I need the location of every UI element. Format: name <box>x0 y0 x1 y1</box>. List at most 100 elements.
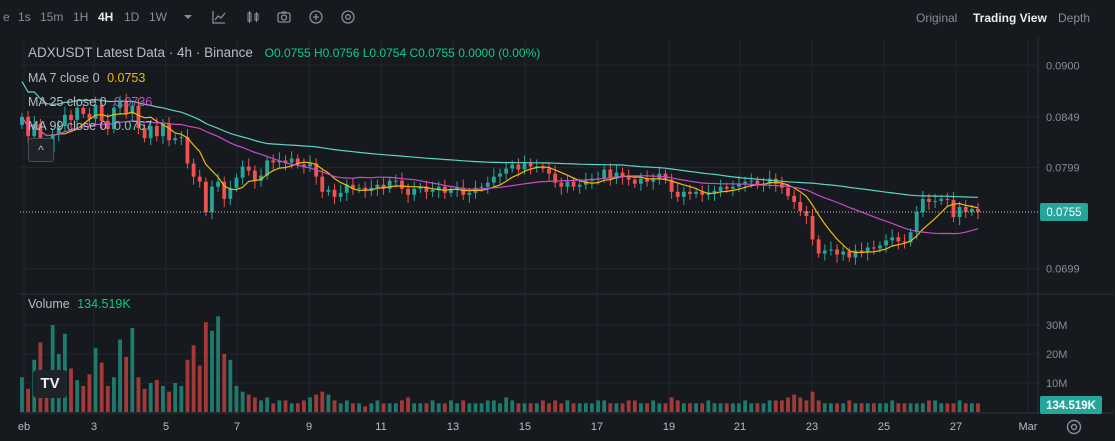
candle-body <box>479 186 484 188</box>
volume-bar <box>479 403 484 412</box>
interval-15m[interactable]: 15m <box>40 10 64 24</box>
volume-bar <box>320 391 325 412</box>
volume-bar <box>430 400 435 412</box>
candle-body <box>112 107 116 130</box>
candle-body <box>645 178 649 182</box>
volume-bar <box>755 403 760 412</box>
view-trading-view[interactable]: Trading View <box>973 11 1047 25</box>
volume-bar <box>804 400 809 412</box>
high-value: H0.0756 <box>314 46 360 60</box>
candle-body <box>357 187 361 189</box>
candle-body <box>375 184 380 188</box>
candle-body <box>565 181 570 187</box>
candle-body <box>240 166 245 178</box>
volume-bar <box>154 380 159 412</box>
time-tick-label: Mar <box>1019 421 1038 433</box>
candle-body <box>675 191 680 197</box>
volume-bar <box>240 391 245 412</box>
ma7-label: MA 7 close 0 <box>28 71 100 85</box>
volume-bar <box>908 403 913 412</box>
volume-bar <box>69 368 73 412</box>
candle-body <box>124 101 129 114</box>
candle-body <box>829 249 833 251</box>
view-original[interactable]: Original <box>916 11 958 25</box>
volume-bar <box>222 354 227 412</box>
ma25-line <box>21 116 979 235</box>
candles <box>20 93 980 265</box>
candle-body <box>835 249 839 255</box>
candle-body <box>320 176 325 192</box>
candle-body <box>424 186 429 192</box>
interval-1h[interactable]: 1H <box>73 10 89 24</box>
volume-bar <box>583 403 588 412</box>
candle-body <box>449 189 453 193</box>
volume-bar <box>112 377 116 412</box>
volume-bar <box>351 403 355 412</box>
volume-bar <box>786 397 790 412</box>
volume-bar <box>203 322 208 412</box>
volume-bar <box>20 377 24 412</box>
volume-bar <box>26 388 31 412</box>
legend-collapse-button[interactable]: ^ <box>28 138 54 162</box>
volume-bar <box>528 403 533 412</box>
volume-bar <box>216 316 221 412</box>
interval-1s[interactable]: 1s <box>18 10 31 24</box>
candle-body <box>308 163 312 167</box>
interval-1w[interactable]: 1W <box>149 10 167 24</box>
time-tick-label: 21 <box>734 421 746 433</box>
candle-body <box>896 237 901 242</box>
time-tick-label: 11 <box>375 421 386 433</box>
volume-bar <box>455 403 460 412</box>
candle-body <box>283 160 288 163</box>
candle-body <box>927 198 931 202</box>
volume-bar <box>491 400 496 412</box>
candle-body <box>522 163 527 170</box>
volume-bar <box>326 394 331 412</box>
volume-bar <box>387 403 392 412</box>
volume-bar <box>553 400 558 412</box>
interval-1d[interactable]: 1D <box>124 10 140 24</box>
candle-body <box>56 126 61 135</box>
candle-body <box>277 160 282 163</box>
view-depth[interactable]: Depth <box>1058 11 1091 25</box>
plus-circle-icon[interactable] <box>308 9 324 25</box>
volume-bar <box>173 383 178 412</box>
ma99-value: 0.0767 <box>114 119 153 133</box>
candle-body <box>620 172 625 177</box>
candle-body <box>430 189 435 192</box>
indicator-icon[interactable] <box>211 9 227 25</box>
volume-bar <box>283 400 288 412</box>
ma25-value: 0.0736 <box>114 95 153 109</box>
candle-body <box>265 160 270 176</box>
chart-settings-icon[interactable] <box>1065 418 1083 436</box>
volume-bar <box>522 403 527 412</box>
settings-icon[interactable] <box>340 9 356 25</box>
candle-body <box>142 128 147 139</box>
chevron-down-icon[interactable] <box>180 9 196 25</box>
camera-icon[interactable] <box>276 9 292 25</box>
volume-bar <box>871 403 876 412</box>
volume-bar <box>271 403 276 412</box>
time-tick-label: 23 <box>806 421 818 433</box>
candle-body <box>853 250 858 258</box>
volume-bar <box>369 403 374 412</box>
time-tick-label: 13 <box>447 421 459 433</box>
time-tick-label: 25 <box>878 421 890 433</box>
volume-bar <box>559 403 564 412</box>
time-tick-label: 15 <box>519 421 531 433</box>
candle-body <box>767 178 772 184</box>
candle-body <box>301 164 306 167</box>
volume-bar <box>142 388 147 412</box>
candle-body <box>381 184 386 189</box>
candle-type-icon[interactable] <box>245 9 261 25</box>
volume-bar <box>884 403 888 412</box>
volume-bar <box>75 380 80 412</box>
volume-bar <box>963 403 968 412</box>
candle-body <box>730 186 735 189</box>
volume-bar <box>534 403 539 412</box>
volume-bar <box>81 385 86 412</box>
candle-body <box>933 200 938 202</box>
interval-4h[interactable]: 4H <box>98 10 114 24</box>
volume-bar <box>724 403 729 412</box>
